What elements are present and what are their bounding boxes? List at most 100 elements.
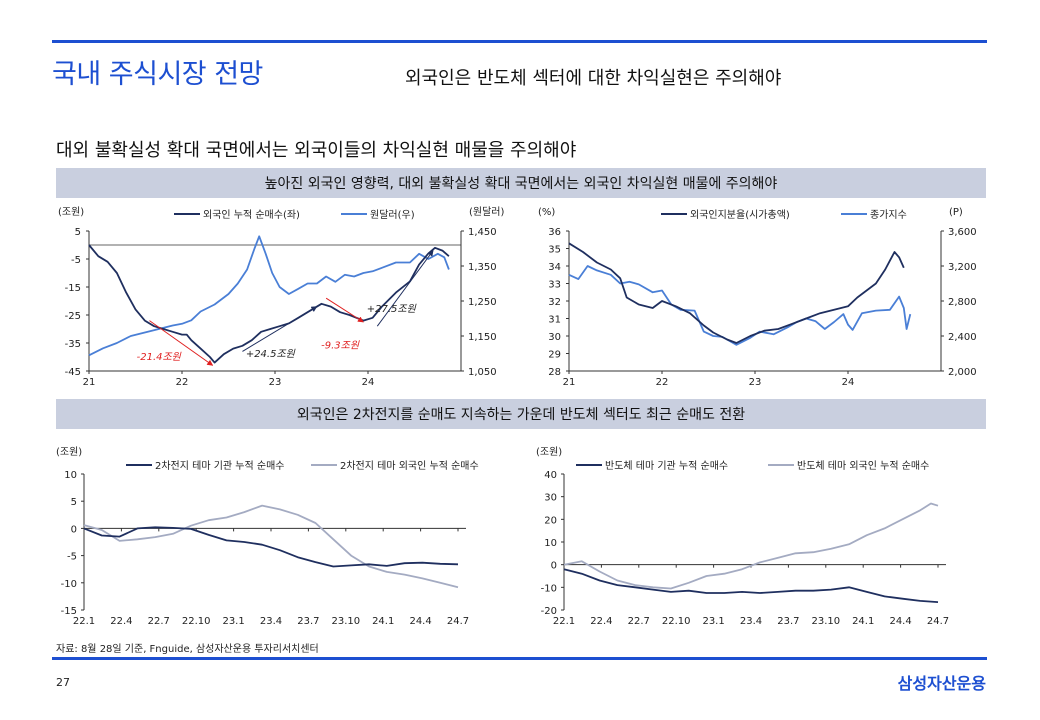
c1-legend-right-label: 종가지수 xyxy=(870,209,907,221)
c2-x-tick-label: 22.7 xyxy=(148,616,170,627)
c0-right-tick-label: 1,150 xyxy=(468,332,497,343)
page-title: 국내 주식시장 전망 xyxy=(52,59,263,90)
c1-right-tick-label: 3,200 xyxy=(948,262,977,273)
c0-x-tick-label: 21 xyxy=(83,377,96,388)
c0-series-left xyxy=(88,244,450,364)
c3-x-tick-label: 23.10 xyxy=(811,616,840,627)
c3-x-tick-label: 22.1 xyxy=(553,616,575,627)
c2-legend-0-label: 2차전지 테마 기관 누적 순매수 xyxy=(155,460,284,472)
c2-y-tick-label: 0 xyxy=(71,524,77,535)
chart-band-bottom: 외국인은 2차전지를 순매도 지속하는 가운데 반도체 섹터도 최근 순매도 전… xyxy=(56,399,986,429)
c0-right-unit: (원달러) xyxy=(469,206,505,218)
c0-left-unit: (조원) xyxy=(58,206,84,218)
c1-left-unit: (%) xyxy=(538,207,555,218)
c3-y-tick-label: 0 xyxy=(551,561,557,572)
c3-x-tick-label: 23.4 xyxy=(740,616,762,627)
chart-foreign-ownership-index: (%) (P) 36 35 34 33 32 31 30 29 28 3,600 3,200 2,800 2… xyxy=(536,204,986,396)
c0-annotation-arrow xyxy=(149,320,214,366)
c3-legend-1-label: 반도체 테마 외국인 누적 순매수 xyxy=(797,460,929,472)
c0-left-tick-label: -25 xyxy=(65,311,81,322)
c2-x-tick-label: 24.4 xyxy=(409,616,431,627)
c1-right-tick-label: 2,400 xyxy=(948,332,977,343)
c2-series-1 xyxy=(83,504,459,589)
c2-legend-1-label: 2차전지 테마 외국인 누적 순매수 xyxy=(340,460,479,472)
c1-right-tick-label: 3,600 xyxy=(948,227,977,238)
chart-foreign-net-buy-fx: (조원) (원달러) 5 -5 -15 -25 -35 -45 1,450 1,350 1,250 1… xyxy=(56,204,506,396)
page-number: 27 xyxy=(56,676,70,689)
c0-x-tick-label: 22 xyxy=(176,377,189,388)
c0-left-tick-label: -5 xyxy=(71,255,81,266)
c3-x-tick-label: 23.7 xyxy=(777,616,799,627)
chart-battery-theme: (조원) 10 5 0 -5 -10 -15 22.1 22.4 22.7 22.10 23.1 23.… xyxy=(56,440,506,636)
c1-left-tick-label: 28 xyxy=(548,367,561,378)
c3-y-tick-label: -10 xyxy=(541,583,557,594)
c0-legend-right-label: 원달러(우) xyxy=(370,209,415,221)
chart-band-bottom-label: 외국인은 2차전지를 순매도 지속하는 가운데 반도체 섹터도 최근 순매도 전… xyxy=(296,407,746,423)
c0-annotation-arrow xyxy=(242,306,318,352)
c1-x-tick-label: 21 xyxy=(563,377,576,388)
c0-right-tick-label: 1,050 xyxy=(468,367,497,378)
c3-y-tick-label: 20 xyxy=(544,515,557,526)
c1-right-tick-label: 2,000 xyxy=(948,367,977,378)
c2-x-tick-label: 22.1 xyxy=(73,616,95,627)
c3-series-0 xyxy=(563,568,939,603)
c0-right-tick-label: 1,450 xyxy=(468,227,497,238)
c0-left-tick-label: -15 xyxy=(65,283,81,294)
c3-x-tick-label: 24.1 xyxy=(852,616,874,627)
c2-x-tick-label: 24.7 xyxy=(447,616,469,627)
c2-x-tick-label: 23.7 xyxy=(297,616,319,627)
c3-y-tick-label: -20 xyxy=(541,606,557,617)
c0-annotation-label: -21.4조원 xyxy=(137,351,182,363)
chart-band-top-label: 높아진 외국인 영향력, 대외 불확실성 확대 국면에서는 외국인 차익실현 매… xyxy=(264,176,778,192)
c0-legend-left-label: 외국인 누적 순매수(좌) xyxy=(203,209,300,221)
section-title: 대외 불확실성 확대 국면에서는 외국이들의 차익실현 매물을 주의해야 xyxy=(56,140,577,161)
c0-left-tick-label: 5 xyxy=(75,227,81,238)
c1-left-tick-label: 36 xyxy=(548,227,561,238)
c3-legend-0-label: 반도체 테마 기관 누적 순매수 xyxy=(605,460,728,472)
c0-x-tick-label: 23 xyxy=(269,377,282,388)
bottom-rule xyxy=(52,657,987,660)
c1-left-tick-label: 35 xyxy=(548,245,561,256)
c1-left-tick-label: 32 xyxy=(548,297,561,308)
c1-legend-left-label: 외국인지분율(시가총액) xyxy=(690,209,790,221)
c0-right-tick-label: 1,250 xyxy=(468,297,497,308)
c1-left-tick-label: 31 xyxy=(548,315,561,326)
c2-x-tick-label: 24.1 xyxy=(372,616,394,627)
c0-left-tick-label: -45 xyxy=(65,367,81,378)
chart-band-top: 높아진 외국인 영향력, 대외 불확실성 확대 국면에서는 외국인 차익실현 매… xyxy=(56,168,986,198)
c2-series-0 xyxy=(83,526,459,568)
page-subtitle: 외국인은 반도체 섹터에 대한 차익실현은 주의해야 xyxy=(405,68,782,89)
c2-y-tick-label: -15 xyxy=(61,606,77,617)
c3-y-tick-label: 10 xyxy=(544,538,557,549)
c0-series-right xyxy=(88,235,450,357)
c1-left-tick-label: 33 xyxy=(548,280,561,291)
c2-x-tick-label: 23.1 xyxy=(222,616,244,627)
c3-x-tick-label: 22.4 xyxy=(590,616,612,627)
c3-x-tick-label: 24.4 xyxy=(889,616,911,627)
c1-series-left xyxy=(568,242,905,344)
c1-x-tick-label: 24 xyxy=(842,377,855,388)
chart-semiconductor-theme: (조원) 40 30 20 10 0 -10 -20 22.1 22.4 22.7 22.10 23.1… xyxy=(536,440,986,636)
company-logo: 삼성자산운용 xyxy=(897,674,986,693)
c3-unit: (조원) xyxy=(536,446,562,458)
c0-left-tick-label: -35 xyxy=(65,339,81,350)
c3-x-tick-label: 22.7 xyxy=(628,616,650,627)
c3-x-tick-label: 23.1 xyxy=(702,616,724,627)
source-note: 자료: 8월 28일 기준, Fnguide, 삼성자산운용 투자리서치센터 xyxy=(56,644,319,655)
c3-y-tick-label: 40 xyxy=(544,470,557,481)
c2-x-tick-label: 22.10 xyxy=(182,616,211,627)
c1-x-tick-label: 22 xyxy=(656,377,669,388)
c1-right-unit: (P) xyxy=(949,207,963,218)
c2-x-tick-label: 23.10 xyxy=(331,616,360,627)
c3-x-tick-label: 22.10 xyxy=(662,616,691,627)
c0-annotation-label: +27.5조원 xyxy=(367,303,417,315)
c0-annotation-arrow xyxy=(376,250,434,327)
c1-left-tick-label: 29 xyxy=(548,350,561,361)
c2-y-tick-label: -5 xyxy=(67,552,77,563)
c1-x-tick-label: 23 xyxy=(749,377,762,388)
c2-y-tick-label: -10 xyxy=(61,579,77,590)
c0-x-tick-label: 24 xyxy=(362,377,375,388)
c0-annotation-label: +24.5조원 xyxy=(246,348,296,360)
c2-x-tick-label: 22.4 xyxy=(110,616,132,627)
c2-y-tick-label: 5 xyxy=(71,497,77,508)
